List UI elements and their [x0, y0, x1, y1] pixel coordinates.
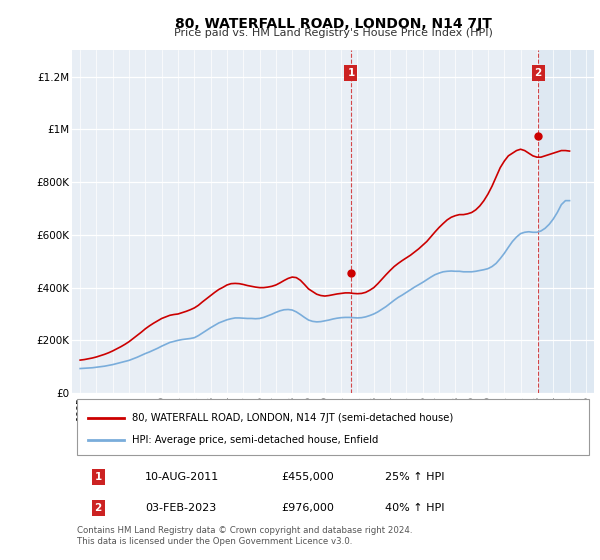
Title: 80, WATERFALL ROAD, LONDON, N14 7JT: 80, WATERFALL ROAD, LONDON, N14 7JT: [175, 17, 491, 31]
Text: 1: 1: [94, 472, 102, 482]
Text: Contains HM Land Registry data © Crown copyright and database right 2024.
This d: Contains HM Land Registry data © Crown c…: [77, 526, 413, 545]
Text: 1: 1: [347, 68, 355, 78]
Text: 03-FEB-2023: 03-FEB-2023: [145, 503, 217, 514]
Text: 25% ↑ HPI: 25% ↑ HPI: [385, 472, 445, 482]
Text: £976,000: £976,000: [281, 503, 334, 514]
Text: 2: 2: [535, 68, 542, 78]
Text: HPI: Average price, semi-detached house, Enfield: HPI: Average price, semi-detached house,…: [132, 435, 379, 445]
Text: Price paid vs. HM Land Registry's House Price Index (HPI): Price paid vs. HM Land Registry's House …: [173, 29, 493, 39]
Text: £455,000: £455,000: [281, 472, 334, 482]
FancyBboxPatch shape: [77, 399, 589, 455]
Text: 80, WATERFALL ROAD, LONDON, N14 7JT (semi-detached house): 80, WATERFALL ROAD, LONDON, N14 7JT (sem…: [132, 413, 453, 423]
Text: 10-AUG-2011: 10-AUG-2011: [145, 472, 220, 482]
Text: 2: 2: [94, 503, 102, 514]
Text: 40% ↑ HPI: 40% ↑ HPI: [385, 503, 445, 514]
Bar: [538, 50, 594, 393]
